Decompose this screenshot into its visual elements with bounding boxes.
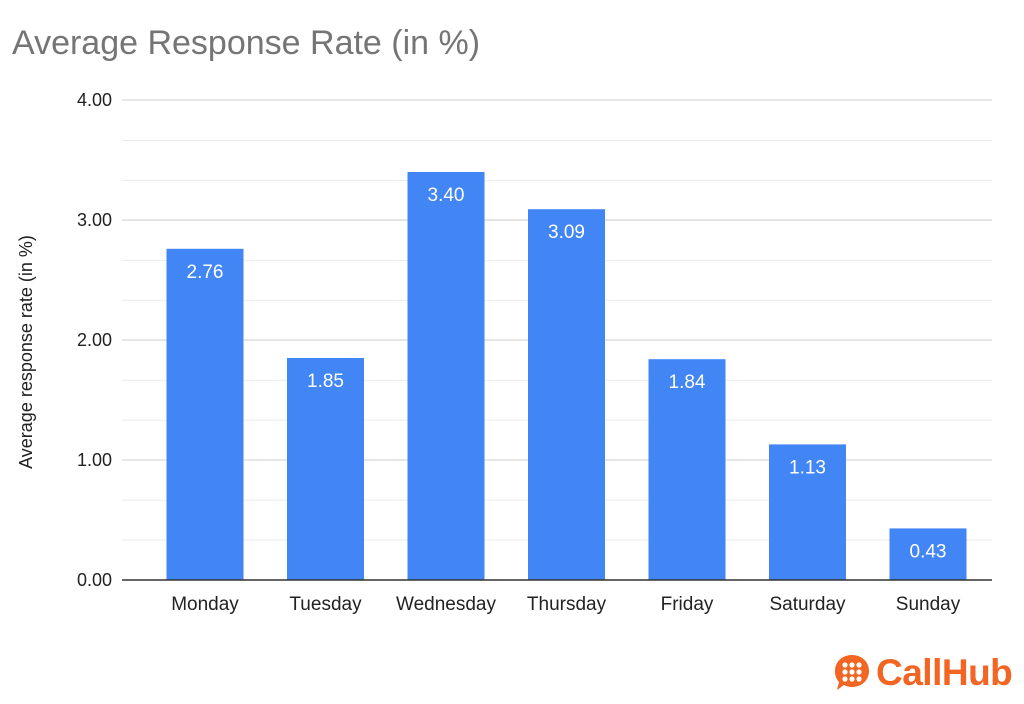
bar-monday	[166, 248, 244, 581]
y-tick-label: 1.00	[77, 450, 112, 470]
chart-title: Average Response Rate (in %)	[12, 24, 481, 62]
chat-bubble-icon	[835, 655, 869, 690]
x-tick-label: Friday	[661, 594, 714, 615]
bar-value-label: 3.40	[428, 185, 465, 206]
bar-value-label: 1.85	[307, 371, 344, 392]
bar-tuesday	[287, 358, 364, 580]
x-tick-label: Monday	[171, 594, 239, 615]
y-axis-title: Average response rate (in %)	[16, 235, 36, 469]
x-tick-label: Saturday	[769, 594, 846, 615]
x-tick-label: Thursday	[527, 594, 607, 615]
bar-saturday	[769, 444, 846, 580]
labels: 0.00 1.00 2.00 3.00 4.00 2.76 Monday 1.85 Tuesda…	[77, 90, 961, 615]
bar-friday	[648, 359, 726, 580]
bar-value-label: 2.76	[187, 262, 224, 283]
x-tick-label: Tuesday	[289, 594, 362, 615]
callhub-logo: CallHub	[832, 651, 1013, 693]
bar-thursday	[528, 209, 605, 580]
logo-text: CallHub	[876, 651, 1013, 693]
x-tick-label: Sunday	[896, 594, 961, 615]
bar-value-label: 1.84	[669, 372, 706, 393]
bar-value-label: 0.43	[910, 541, 947, 562]
bar-series	[166, 172, 967, 581]
bar-wednesday	[407, 172, 485, 580]
y-tick-label: 3.00	[77, 210, 112, 230]
x-tick-label: Wednesday	[396, 594, 496, 615]
bar-sunday	[889, 528, 967, 580]
bar-value-label: 3.09	[548, 222, 585, 243]
y-tick-label: 0.00	[77, 570, 112, 590]
y-tick-label: 4.00	[77, 90, 112, 110]
bar-value-label: 1.13	[789, 457, 826, 478]
y-tick-label: 2.00	[77, 330, 112, 350]
